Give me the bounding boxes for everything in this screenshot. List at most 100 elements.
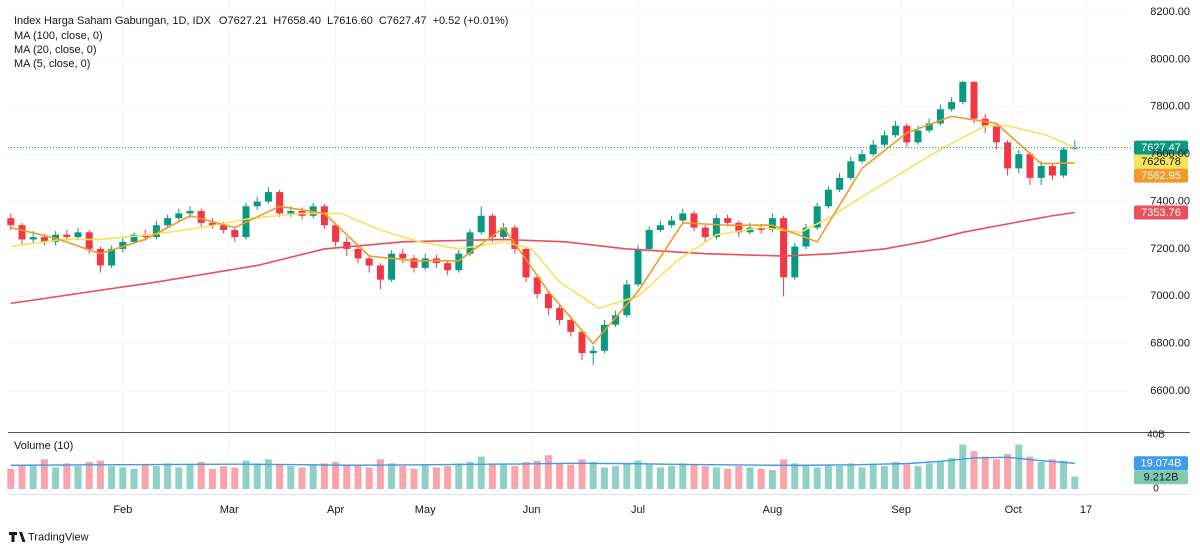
candle-body <box>634 248 642 285</box>
header-value: O7627.21 <box>219 15 267 27</box>
volume-bar <box>40 459 48 489</box>
volume-bar <box>197 462 205 489</box>
candle-body <box>29 237 37 240</box>
volume-bar <box>309 464 317 489</box>
candle-body <box>343 241 351 249</box>
volume-bar <box>791 463 799 489</box>
volume-bar <box>477 456 485 489</box>
volume-bar <box>600 467 608 489</box>
volume-bar <box>175 467 183 489</box>
volume-bar <box>824 464 832 489</box>
volume-bar <box>1026 456 1034 489</box>
candle-body <box>152 225 160 238</box>
candle-body <box>768 218 776 230</box>
volume-bar <box>712 467 720 489</box>
candle-body <box>399 253 407 259</box>
volume-bar <box>130 468 138 489</box>
footer: TradingView <box>28 531 89 543</box>
candle-body <box>612 315 620 325</box>
y-tick-label: 7200.00 <box>1150 243 1190 255</box>
moving-average <box>10 211 1075 305</box>
candle-body <box>847 161 855 178</box>
plot <box>7 80 1132 489</box>
candle-body <box>287 211 295 214</box>
candle-body <box>959 81 967 103</box>
price-tag <box>1134 205 1188 220</box>
volume-bar <box>589 462 597 489</box>
candle-body <box>175 213 183 219</box>
volume-bar <box>578 459 586 489</box>
candle-body <box>264 192 272 202</box>
volume-bar <box>332 462 340 489</box>
price-tag <box>1134 470 1188 485</box>
volume-bar <box>421 464 429 489</box>
volume-bar <box>780 459 788 489</box>
volume-bar <box>813 467 821 489</box>
volume-bar <box>1004 453 1012 489</box>
volume-bar <box>836 466 844 489</box>
candle-body <box>645 229 653 249</box>
y-tick-label: 8200.00 <box>1150 6 1190 18</box>
x-tick-label: Apr <box>327 504 344 516</box>
price-tag <box>1134 140 1188 155</box>
logo: TradingView <box>9 531 89 543</box>
volume-bar <box>242 460 250 489</box>
volume-bar <box>208 468 216 489</box>
volume-bar <box>500 464 508 489</box>
candle-body <box>970 81 978 119</box>
volume-bar <box>354 464 362 489</box>
price-tag-label: 9.212B <box>1144 472 1179 484</box>
legend-entry: MA (5, close, 0) <box>14 58 90 70</box>
candle-body <box>936 109 944 124</box>
candle-body <box>96 248 104 266</box>
candle-body <box>74 232 82 238</box>
volume-bar <box>746 467 754 489</box>
candle-body <box>544 293 552 309</box>
candle-body <box>556 308 564 320</box>
volume-bar <box>914 466 922 489</box>
volume-bar <box>880 466 888 489</box>
volume-bar <box>96 460 104 489</box>
candle-body <box>85 232 93 249</box>
candle-body <box>757 227 765 230</box>
volume-bar <box>544 455 552 489</box>
candle-body <box>108 248 116 266</box>
volume-bar <box>533 460 541 489</box>
candle-body <box>813 206 821 228</box>
candle-body <box>376 265 384 280</box>
candle-body <box>668 220 676 226</box>
x-tick-label: Feb <box>113 504 132 516</box>
volume-bar <box>141 464 149 489</box>
candle-body <box>589 350 597 354</box>
volume-bar <box>298 467 306 489</box>
x-tick-label: Jun <box>523 504 541 516</box>
candle-body <box>7 218 15 226</box>
volume-bar <box>634 460 642 489</box>
price-tag-label: 7562.95 <box>1141 170 1181 182</box>
volume-bar <box>152 466 160 489</box>
y-tick-label: 7400.00 <box>1150 195 1190 207</box>
volume-bar <box>287 466 295 489</box>
volume-bar <box>690 464 698 489</box>
volume-bar <box>488 463 496 489</box>
candle-body <box>903 125 911 143</box>
volume-bar <box>656 467 664 489</box>
volume-bar <box>365 467 373 489</box>
x-tick-label: 17 <box>1080 504 1092 516</box>
candle-body <box>836 177 844 190</box>
candle-body <box>1037 166 1045 178</box>
x-tick-label: Mar <box>220 504 239 516</box>
volume-bar <box>522 462 530 489</box>
volume-bar <box>802 466 810 489</box>
volume-bar <box>220 466 228 489</box>
volume-tick-label: 0 <box>1153 484 1159 495</box>
y-tick-label: 6600.00 <box>1150 385 1190 397</box>
candle-body <box>567 319 575 332</box>
candle-body <box>466 232 474 254</box>
candle-body <box>780 218 788 278</box>
volume-bar <box>253 463 261 489</box>
candle-body <box>220 225 228 230</box>
x-tick-label: Aug <box>763 504 783 516</box>
volume-bar <box>970 451 978 489</box>
